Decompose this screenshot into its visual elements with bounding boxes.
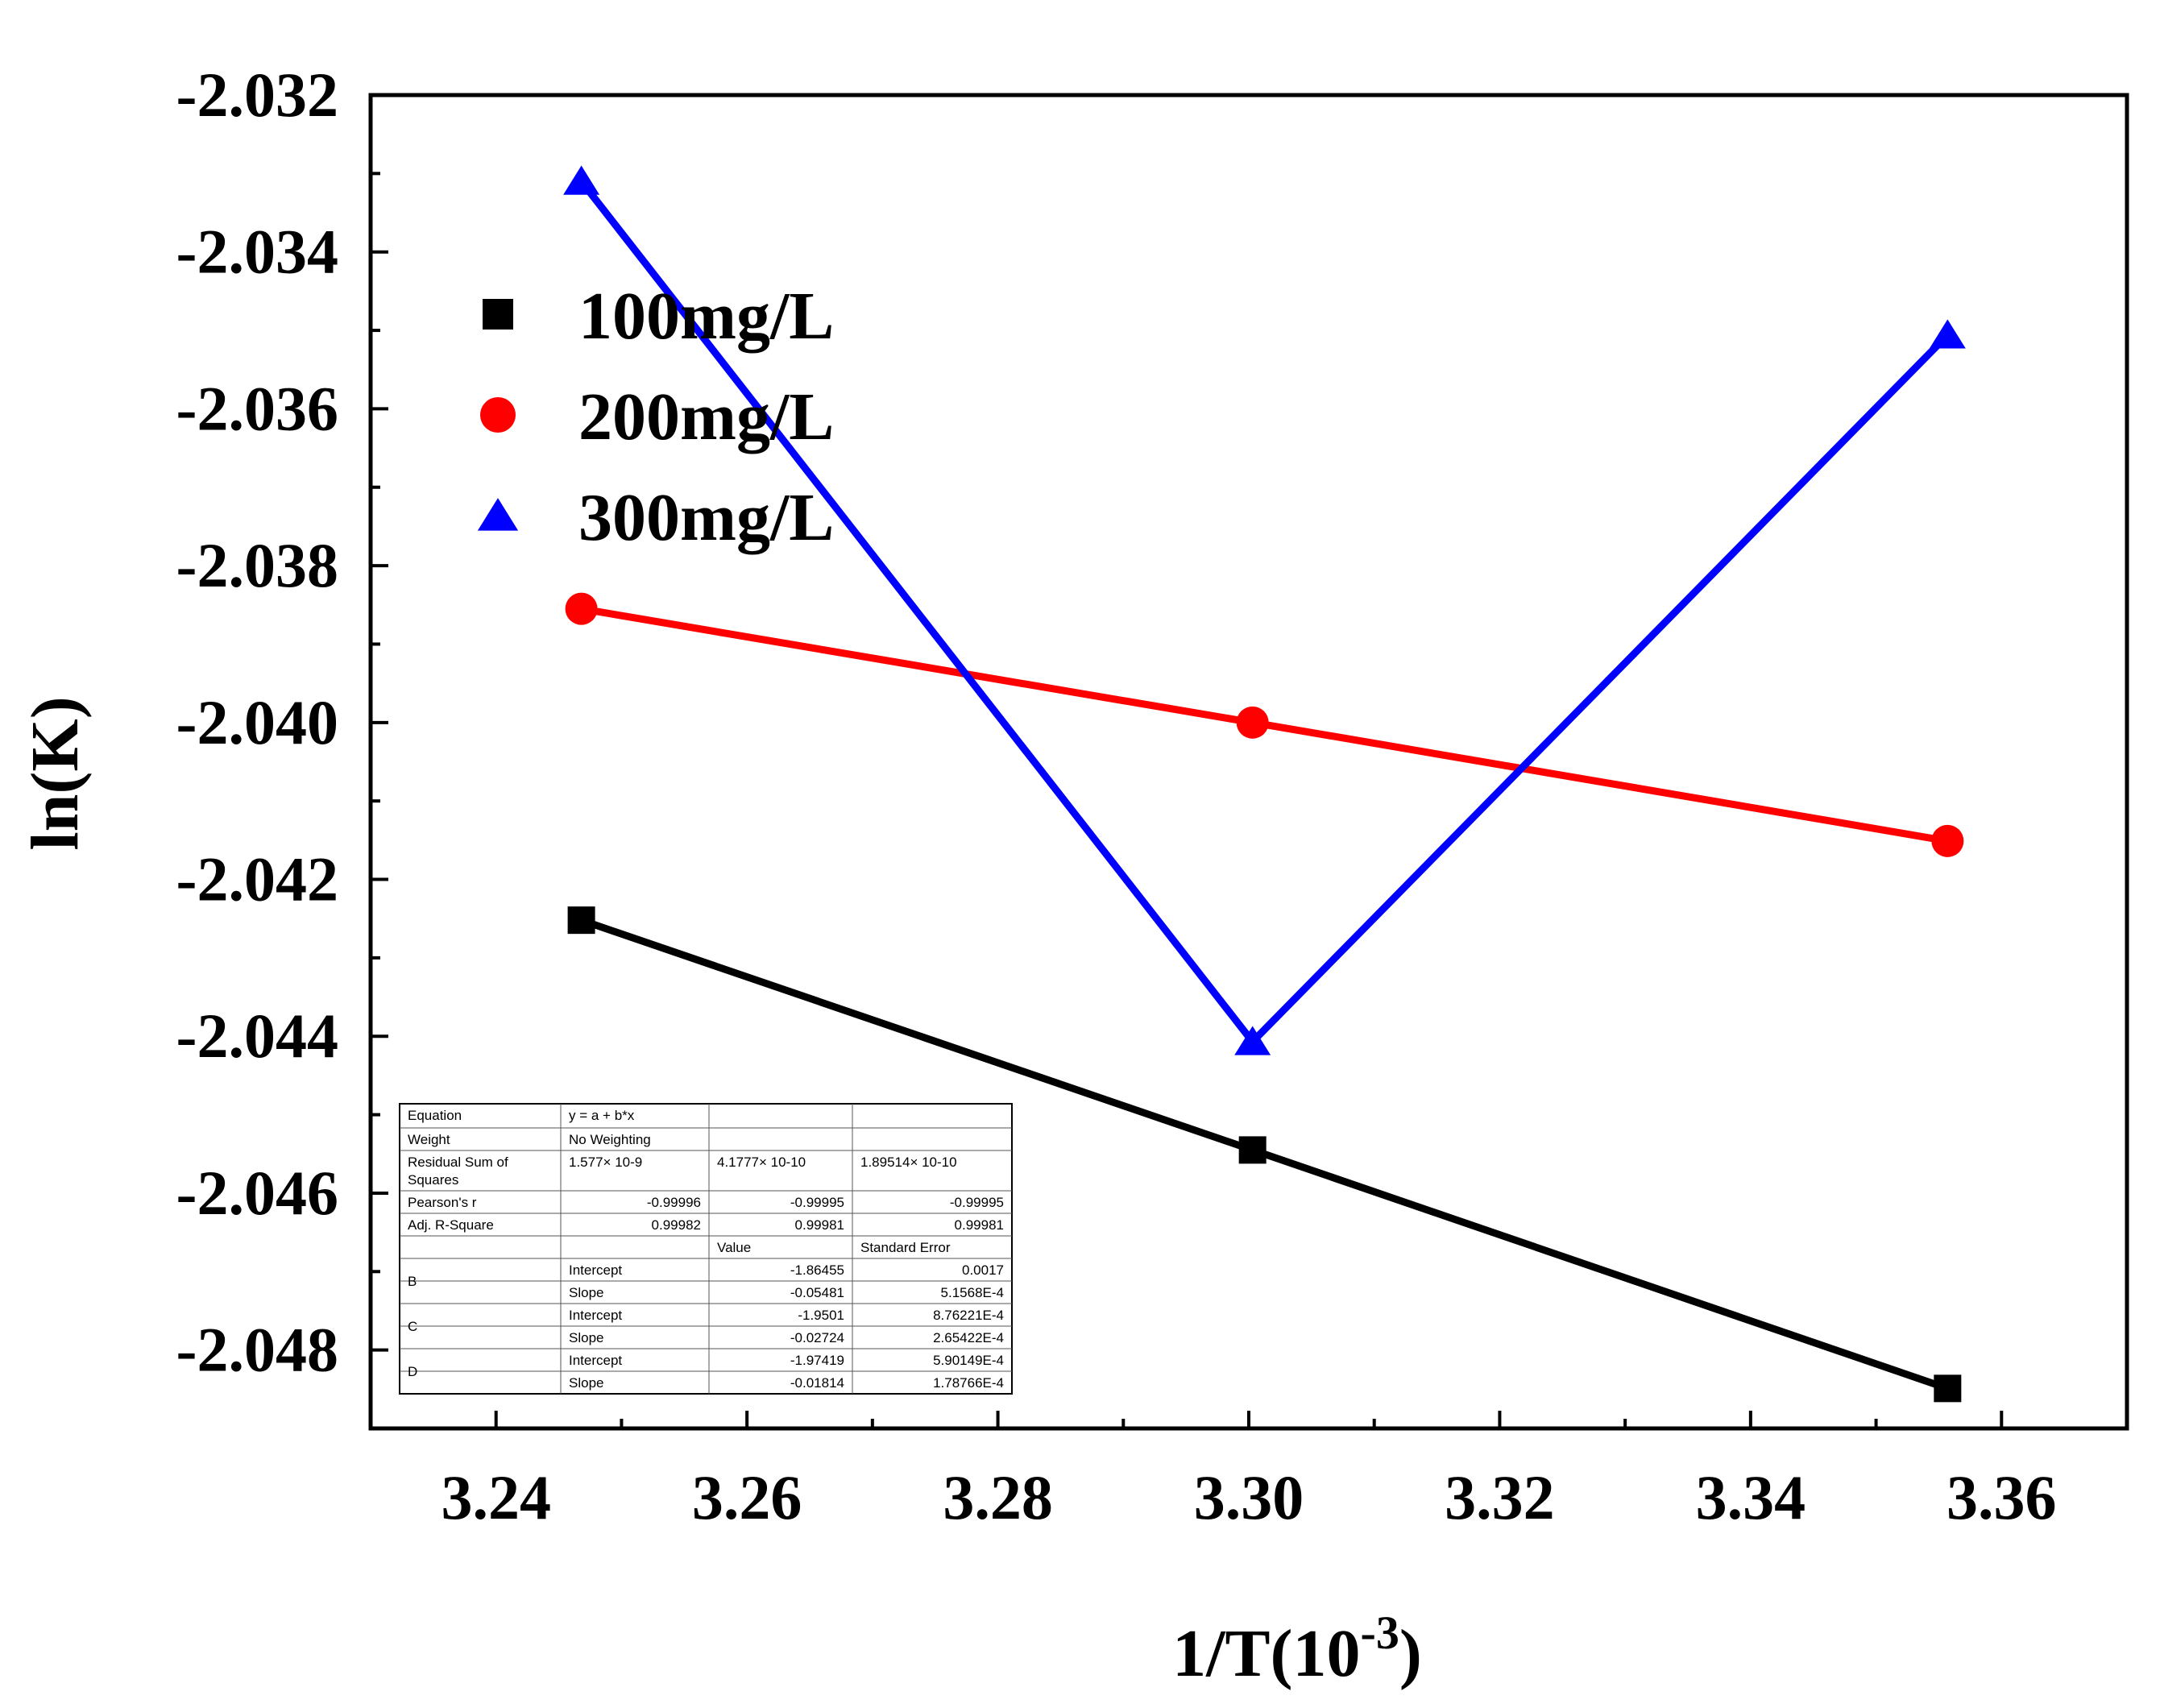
data-point-series-1-2 [1931, 824, 1964, 857]
table-cell: 1.577× 10-9 [569, 1155, 642, 1170]
table-cell: 8.76221E-4 [933, 1308, 1004, 1323]
legend: 100mg/L 200mg/L 300mg/L [477, 279, 834, 555]
table-cell: -0.05481 [790, 1285, 844, 1300]
table-cell: 0.99981 [955, 1217, 1004, 1233]
legend-label-2: 300mg/L [578, 480, 834, 555]
data-point-series-1-1 [1236, 706, 1269, 739]
legend-marker-2 [477, 498, 519, 531]
legend-marker-0 [483, 299, 513, 330]
table-cell: Slope [569, 1285, 603, 1300]
table-cell: -1.9501 [798, 1308, 844, 1323]
table-cell: y = a + b*x [569, 1108, 635, 1123]
table-cell: C [408, 1319, 417, 1334]
table-cell-wrapped: Residual Sum of Squares [408, 1155, 508, 1188]
table-cell: -0.99996 [647, 1195, 701, 1210]
x-tick-label: 3.24 [441, 1462, 551, 1532]
x-tick-label: 3.26 [692, 1462, 802, 1532]
table-cell: Pearson's r [408, 1195, 477, 1210]
table-cell: 4.1777× 10-10 [717, 1155, 806, 1170]
table-cell: -0.01814 [790, 1375, 844, 1391]
y-tick-label: -2.034 [176, 217, 338, 287]
legend-label-1: 200mg/L [578, 379, 834, 454]
x-tick-label: 3.36 [1946, 1462, 2057, 1532]
data-point-series-2-1 [1234, 1026, 1271, 1055]
x-tick-label: 3.30 [1194, 1462, 1304, 1532]
table-cell: 5.90149E-4 [933, 1353, 1004, 1368]
x-tick-label: 3.28 [943, 1462, 1053, 1532]
x-tick-label: 3.32 [1445, 1462, 1555, 1532]
table-cell: Value [717, 1240, 751, 1255]
x-axis-title-main: 1/T(10 [1172, 1616, 1360, 1691]
data-point-series-2-0 [563, 165, 600, 195]
table-cell: Standard Error [860, 1240, 951, 1255]
data-point-series-0-1 [1238, 1136, 1267, 1164]
table-cell: D [408, 1364, 417, 1379]
x-tick-label: 3.34 [1696, 1462, 1806, 1532]
y-axis-title: ln(K) [18, 696, 93, 850]
table-cell: -1.86455 [790, 1262, 844, 1278]
data-point-series-1-0 [565, 592, 598, 625]
table-cell: 0.99982 [652, 1217, 701, 1233]
data-point-series-2-2 [1929, 319, 1966, 349]
table-cell: -0.99995 [950, 1195, 1004, 1210]
table-cell: Adj. R-Square [408, 1217, 494, 1233]
y-tick-label: -2.044 [176, 1001, 338, 1071]
x-axis-title-superscript: -3 [1361, 1606, 1399, 1659]
table-cell: Weight [408, 1132, 450, 1147]
table-frame [399, 1103, 1013, 1395]
x-axis: 3.24 3.26 3.28 3.30 3.32 3.34 3.36 [369, 1411, 2129, 1532]
y-tick-label: -2.040 [176, 687, 338, 757]
table-cell: -0.02724 [790, 1330, 844, 1345]
y-tick-label: -2.048 [176, 1315, 338, 1385]
y-tick-label: -2.046 [176, 1158, 338, 1228]
y-tick-label: -2.042 [176, 844, 338, 914]
x-axis-title: 1/T(10-3) [1172, 1606, 1422, 1691]
table-cell: Equation [408, 1108, 462, 1123]
table-cell: 2.65422E-4 [933, 1330, 1004, 1345]
table-cell: B [408, 1274, 417, 1289]
table-cell: 1.89514× 10-10 [860, 1155, 957, 1170]
markers [563, 165, 1966, 1403]
data-point-series-0-2 [1934, 1374, 1962, 1403]
table-cell: 5.1568E-4 [941, 1285, 1004, 1300]
y-tick-label: -2.036 [176, 373, 338, 443]
x-axis-title-end: ) [1399, 1616, 1422, 1691]
y-tick-label: -2.038 [176, 530, 338, 600]
legend-marker-1 [480, 397, 516, 433]
table-cell: 1.78766E-4 [933, 1375, 1004, 1391]
table-cell: 0.0017 [962, 1262, 1004, 1278]
table-cell: Intercept [569, 1353, 622, 1368]
y-axis: -2.032 -2.034 -2.036 -2.038 -2.040 -2.042 -2.0… [176, 60, 388, 1385]
data-point-series-0-0 [567, 906, 595, 935]
table-cell: 0.99981 [795, 1217, 844, 1233]
table-cell: -0.99995 [790, 1195, 844, 1210]
table-cell: Intercept [569, 1308, 622, 1323]
table-cell: No Weighting [569, 1132, 651, 1147]
legend-label-0: 100mg/L [578, 279, 834, 354]
table-cell: Intercept [569, 1262, 622, 1278]
table-cell: Slope [569, 1330, 603, 1345]
table-cell: -1.97419 [790, 1353, 844, 1368]
y-tick-label: -2.032 [176, 60, 338, 130]
fit-results-table: Equation y = a + b*x Weight No Weighting Res… [399, 1103, 1013, 1395]
table-cell: Slope [569, 1375, 603, 1391]
